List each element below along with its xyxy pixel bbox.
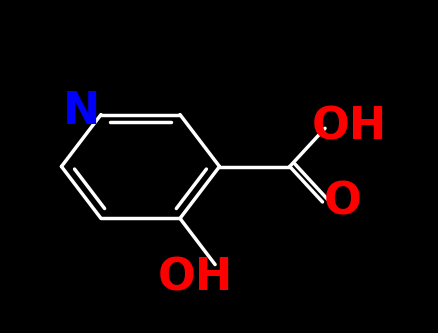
Text: OH: OH (311, 105, 386, 148)
Text: OH: OH (157, 256, 233, 299)
Text: N: N (63, 90, 99, 133)
Text: O: O (322, 180, 360, 223)
